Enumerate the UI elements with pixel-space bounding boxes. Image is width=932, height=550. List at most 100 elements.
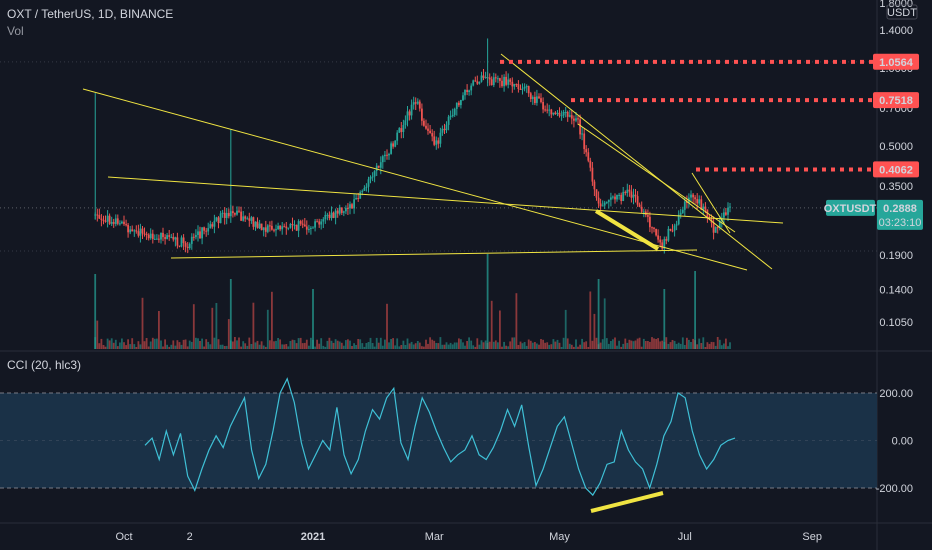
candle-body (271, 225, 273, 230)
volume-bar (408, 343, 411, 349)
volume-bar (252, 302, 255, 349)
volume-bar (242, 341, 245, 349)
cci-indicator-label[interactable]: CCI (20, hlc3) (7, 358, 82, 372)
candle-body (519, 89, 522, 90)
volume-bar (706, 342, 709, 349)
candle-body (112, 222, 115, 224)
volume-bar (96, 320, 99, 349)
candle-countdown: 03:23:10 (879, 217, 922, 229)
volume-bar (534, 342, 536, 349)
candle-body (332, 212, 335, 218)
candle-body (447, 116, 450, 125)
candle-body (589, 160, 592, 168)
candle-body (575, 118, 577, 121)
volume-label[interactable]: Vol (7, 24, 24, 38)
candle-body (275, 229, 277, 231)
volume-bar (468, 337, 470, 349)
candle-body (712, 222, 715, 233)
volume-bar (363, 346, 366, 349)
volume-bar (503, 341, 505, 349)
current-price-badge[interactable] (877, 199, 923, 230)
chart-title[interactable]: OXT / TetherUS, 1D, BINANCE (7, 7, 174, 21)
candle-body (694, 197, 696, 200)
volume-bar (178, 342, 181, 349)
volume-bar (334, 339, 337, 349)
candle-body (310, 227, 312, 229)
volume-bar (143, 341, 146, 349)
candle-body (492, 77, 495, 86)
candle-body (570, 115, 573, 119)
level-price-badge[interactable] (873, 161, 919, 178)
volume-bar (392, 338, 394, 349)
volume-bar (207, 341, 210, 349)
volume-bar (110, 338, 113, 349)
volume-bar (223, 346, 226, 349)
candle-body (114, 218, 117, 224)
candle-body (320, 221, 323, 225)
level-price-badge[interactable] (873, 53, 919, 70)
candle-body (647, 215, 649, 217)
candle-body (679, 212, 682, 215)
volume-bar (671, 340, 674, 349)
candle-body (398, 128, 401, 133)
price-axis-tick-label: 0.5000 (879, 141, 913, 153)
candle-body (515, 83, 518, 85)
candle-body (610, 197, 612, 200)
volume-bar (681, 337, 684, 349)
price-axis-tick-label: 0.1900 (879, 250, 913, 262)
volume-bar (466, 341, 468, 349)
time-axis-tick-label: Jul (678, 531, 692, 543)
candle-body (531, 96, 534, 99)
candle-body (686, 201, 688, 203)
volume-spike (312, 289, 314, 349)
volume-bar (718, 339, 721, 349)
candle-body (636, 196, 639, 205)
candle-body (675, 224, 678, 226)
candle-body (657, 235, 659, 240)
candle-body (147, 234, 150, 239)
volume-spike (94, 274, 97, 349)
volume-bar (365, 343, 368, 349)
volume-bar (610, 341, 612, 349)
volume-bar (203, 346, 205, 349)
volume-bar (630, 340, 633, 349)
volume-bar (195, 337, 197, 349)
volume-bar (291, 339, 294, 349)
volume-bar (720, 345, 723, 349)
volume-bar (316, 339, 318, 349)
volume-bar (507, 346, 510, 349)
time-axis-tick-label: 2021 (301, 531, 325, 543)
volume-bar (449, 342, 452, 349)
candle-body (394, 140, 397, 147)
candle-body (552, 112, 555, 115)
candle-body (291, 224, 294, 225)
volume-bar (141, 297, 144, 349)
volume-bar (135, 347, 138, 349)
candle-body (162, 232, 164, 238)
volume-bar (308, 345, 310, 349)
volume-bar (669, 342, 672, 349)
volume-bar (527, 339, 530, 349)
candle-body (511, 81, 514, 87)
volume-bar (164, 339, 166, 349)
candle-body (478, 81, 481, 84)
volume-bar (492, 341, 495, 349)
candle-body (176, 237, 179, 246)
volume-bar (616, 345, 618, 349)
price-axis-tick-label: 0.1050 (879, 317, 913, 329)
candle-body (347, 207, 349, 209)
candle-body (108, 215, 111, 224)
candle-body (227, 213, 230, 217)
candle-body (213, 220, 216, 227)
candle-body (462, 95, 464, 101)
ticker-symbol-badge[interactable] (826, 199, 875, 216)
trendline-highlight-cci (590, 491, 664, 513)
volume-bar (462, 342, 464, 349)
candle-body (254, 221, 257, 227)
candle-body (166, 235, 168, 239)
level-price-badge[interactable] (873, 92, 919, 109)
candle-body (381, 156, 384, 163)
volume-bar (509, 341, 512, 349)
